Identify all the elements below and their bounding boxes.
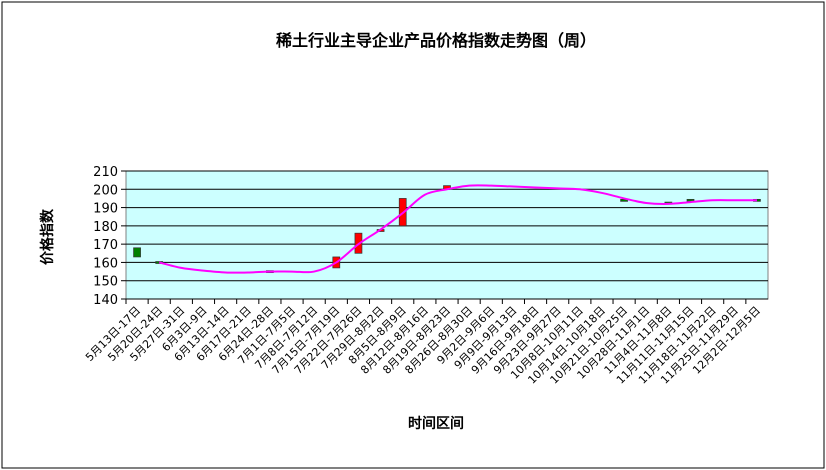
y-tick-label: 170: [93, 238, 118, 253]
y-tick-label: 140: [93, 293, 118, 308]
y-tick-label: 150: [93, 275, 118, 290]
chart-title: 稀土行业主导企业产品价格指数走势图（周）: [276, 31, 596, 50]
y-tick-label: 190: [93, 202, 118, 217]
y-tick-label: 160: [93, 256, 118, 271]
y-tick-label: 210: [93, 165, 118, 180]
plot-area: [125, 170, 769, 300]
line: [158, 184, 757, 274]
y-tick-label: 180: [93, 220, 118, 235]
x-axis-title: 时间区间: [408, 415, 464, 432]
y-axis-title: 价格指数: [39, 208, 56, 265]
candle: [133, 247, 141, 258]
y-tick-label: 200: [93, 183, 118, 198]
